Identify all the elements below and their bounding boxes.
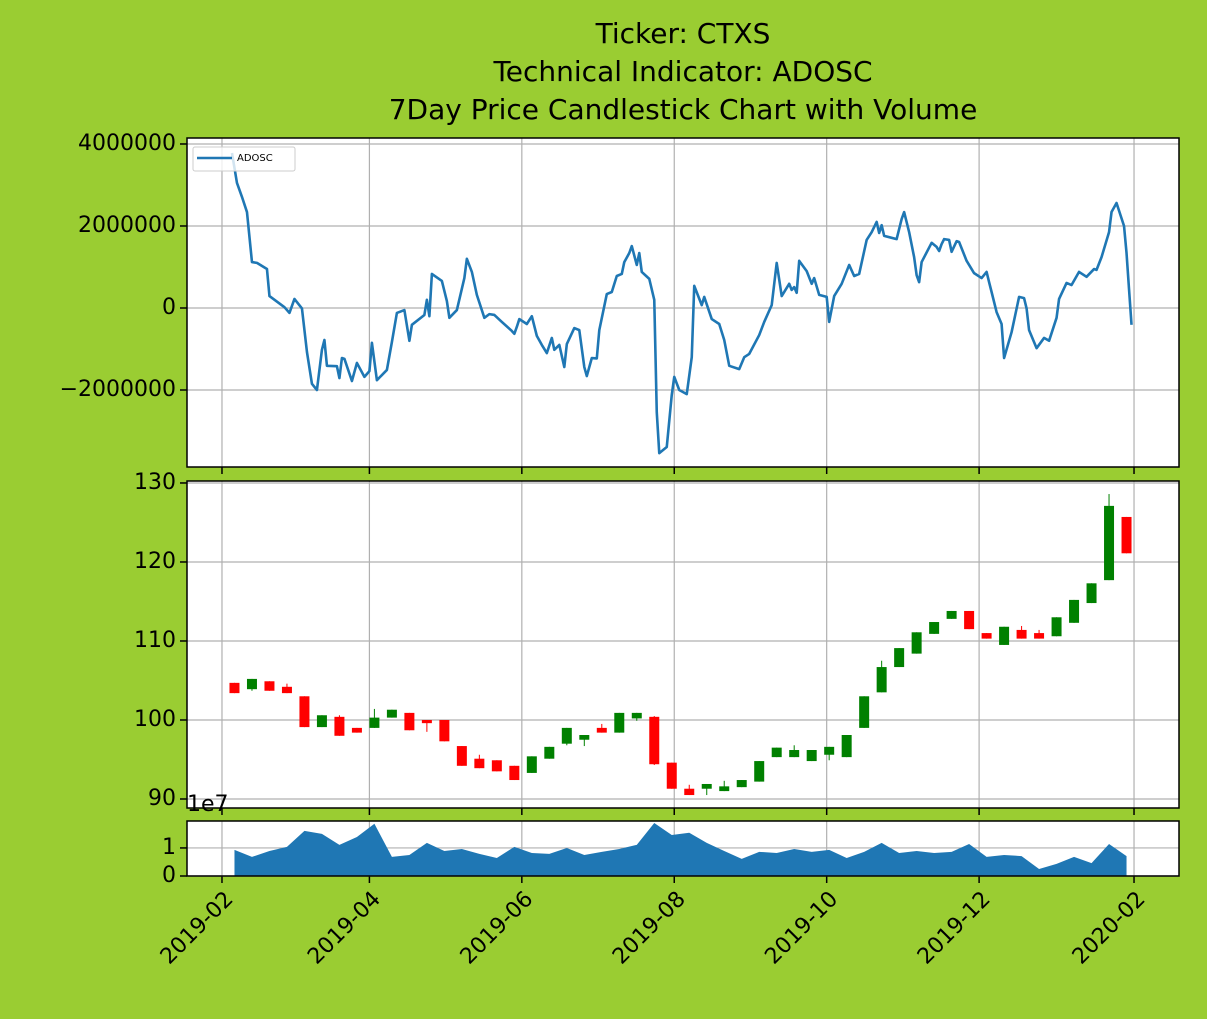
candle-body <box>229 682 240 694</box>
candle-body <box>701 783 712 789</box>
plot-border <box>186 137 1180 468</box>
candle-body <box>614 712 625 733</box>
plot-marks <box>230 152 1133 455</box>
y-tick-label: 100 <box>134 707 176 732</box>
candle-body <box>684 788 695 796</box>
y-tick-label: 110 <box>134 628 176 653</box>
candle-body <box>946 610 957 619</box>
x-tick-label: 2019-06 <box>456 887 539 970</box>
area-series <box>234 822 1127 876</box>
candle-body <box>579 734 590 740</box>
y-tick-label: −2000000 <box>60 377 176 402</box>
candle-body <box>386 709 397 718</box>
x-tick-label: 2019-12 <box>913 887 996 970</box>
plot-border <box>186 480 1180 809</box>
candle-body <box>981 633 992 639</box>
candle-body <box>666 762 677 789</box>
legend-box <box>192 146 296 172</box>
line-series <box>230 152 1133 455</box>
plot-marks <box>229 494 1132 796</box>
candle-body <box>1104 505 1115 581</box>
candle-body <box>649 716 660 765</box>
candle-body <box>1016 629 1027 639</box>
candle-body <box>299 696 310 728</box>
candle-body <box>859 696 870 728</box>
candle-body <box>789 750 800 758</box>
plot-marks <box>234 822 1127 876</box>
candle-body <box>369 717 380 728</box>
candle-body <box>754 761 765 782</box>
candle-body <box>509 765 520 781</box>
y-tick-label: 120 <box>134 549 176 574</box>
candle-body <box>841 734 852 758</box>
plot-border <box>186 820 1180 877</box>
candle-body <box>1069 599 1080 623</box>
y-tick-label: 4000000 <box>78 131 176 156</box>
x-tick-label: 2019-10 <box>760 887 843 970</box>
candle-body <box>806 750 817 762</box>
candle-body <box>1051 617 1062 637</box>
y-tick-label: 1 <box>162 835 176 860</box>
candle-body <box>544 746 555 759</box>
candle-body <box>316 715 327 728</box>
candle-body <box>561 727 572 744</box>
offset-text: 1e7 <box>187 792 229 817</box>
title-line: Ticker: CTXS <box>595 17 771 50</box>
candle-body <box>246 678 257 690</box>
y-tick-label: 2000000 <box>78 213 176 238</box>
candle-body <box>1121 516 1132 554</box>
candle-body <box>351 727 362 733</box>
plot-area <box>187 481 1179 808</box>
candle-body <box>631 712 642 719</box>
candle-body <box>1034 633 1045 639</box>
candle-body <box>911 632 922 654</box>
candle-body <box>439 719 450 742</box>
candle-body <box>596 727 607 733</box>
candle-body <box>456 746 467 766</box>
candle-body <box>964 610 975 630</box>
legend-label: ADOSC <box>237 153 273 164</box>
candle-body <box>264 681 275 691</box>
y-tick-label: 0 <box>162 863 176 888</box>
candle-body <box>999 626 1010 645</box>
candle-body <box>824 746 835 755</box>
y-tick-label: 130 <box>134 470 176 495</box>
candle-body <box>894 648 905 668</box>
plot-area <box>187 138 1179 467</box>
candle-body <box>421 719 432 724</box>
title-line: Technical Indicator: ADOSC <box>492 55 872 88</box>
legend: ADOSC <box>192 146 296 172</box>
candle-body <box>736 780 747 788</box>
candle-body <box>474 758 485 769</box>
candle-body <box>929 622 940 634</box>
y-tick-label: 90 <box>148 786 176 811</box>
y-tick-label: 0 <box>162 295 176 320</box>
x-tick-label: 2020-02 <box>1068 887 1151 970</box>
candle-body <box>1086 583 1097 604</box>
candle-body <box>491 760 502 772</box>
candle-body <box>771 747 782 758</box>
candle-body <box>281 686 292 694</box>
candle-body <box>719 786 730 792</box>
x-tick-label: 2019-08 <box>608 887 691 970</box>
x-tick-label: 2019-02 <box>156 887 239 970</box>
candle-body <box>334 716 345 736</box>
x-tick-label: 2019-04 <box>303 887 386 970</box>
candle-body <box>404 712 415 731</box>
candle-body <box>876 667 887 693</box>
candle-body <box>526 756 537 773</box>
title-line: 7Day Price Candlestick Chart with Volume <box>389 93 978 126</box>
